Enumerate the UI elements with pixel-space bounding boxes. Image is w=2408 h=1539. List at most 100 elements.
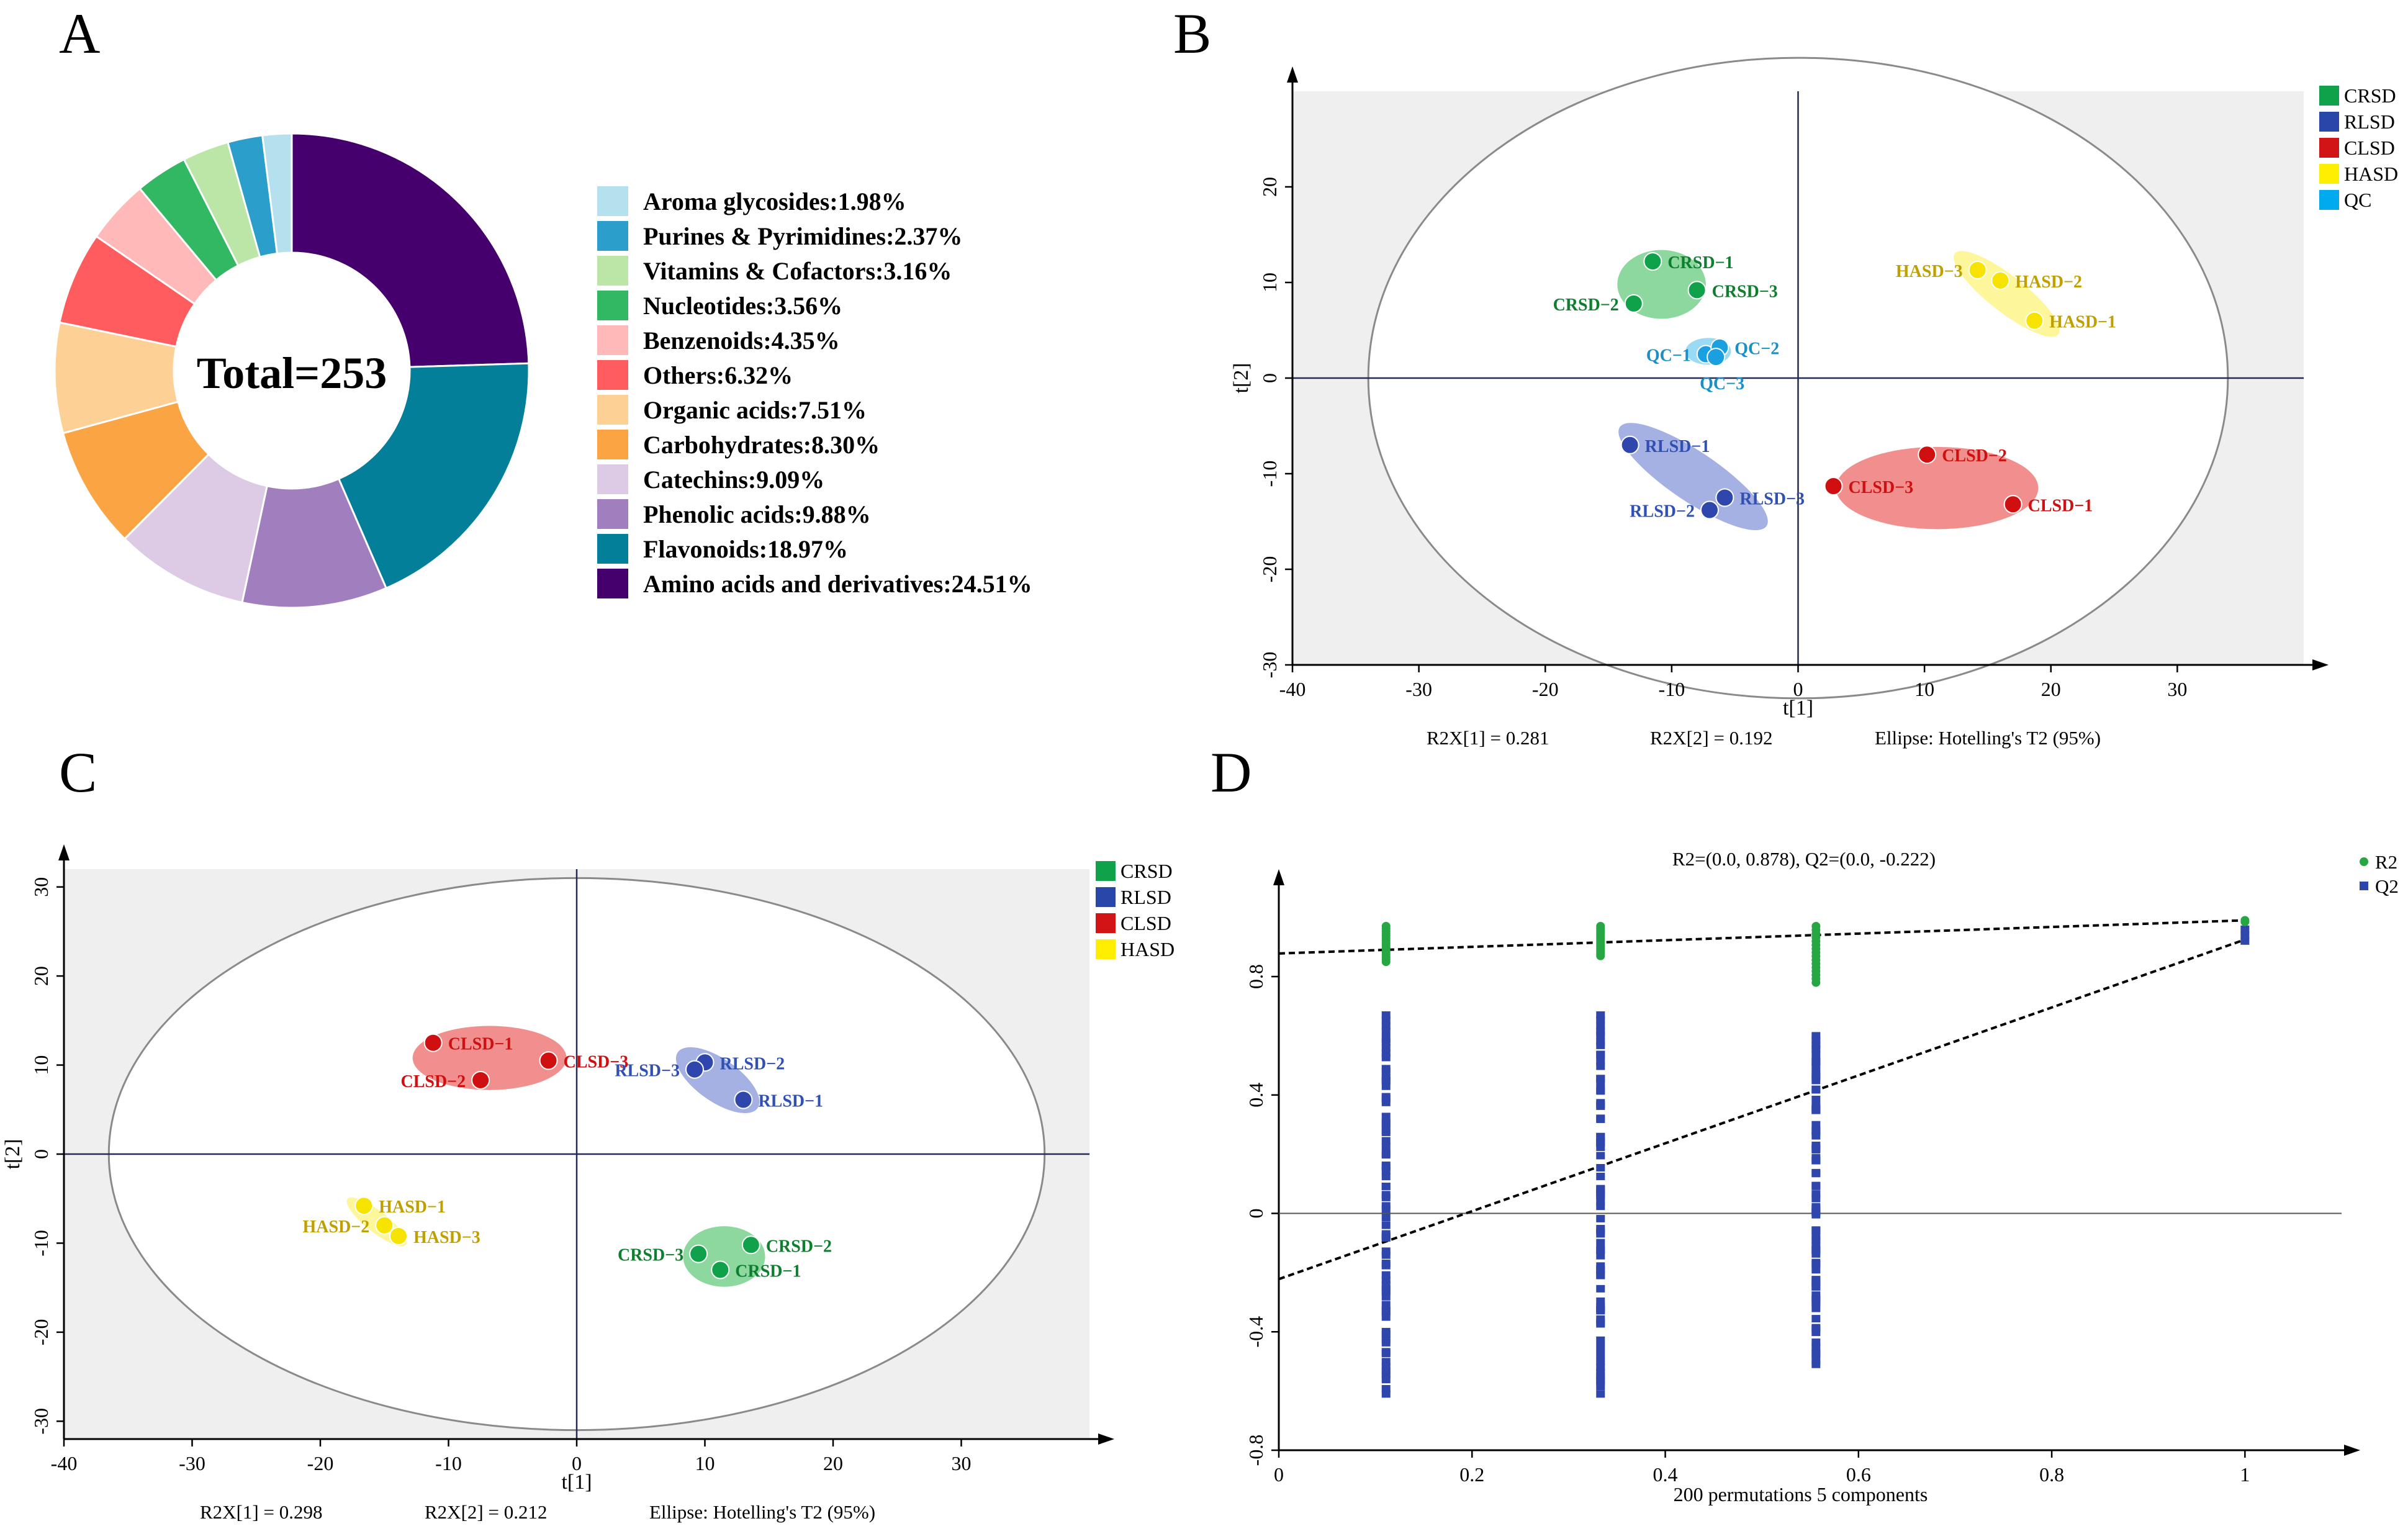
d-q2-point-1-22 <box>1596 1271 1605 1279</box>
donut-legend-swatch-2 <box>597 256 628 286</box>
d-q2-point-1-18 <box>1596 1284 1605 1293</box>
d-q2-point-2-23 <box>1811 1260 1821 1268</box>
b-legend-swatch-qc <box>2319 190 2339 210</box>
b-legend-swatch-hasd <box>2319 164 2339 184</box>
b-x-axis-arrow <box>2312 659 2329 670</box>
d-q2-point-0-16 <box>1381 1306 1391 1314</box>
c-footer-text-3: Ellipse: Hotelling's T2 (95%) <box>649 1501 875 1523</box>
b-legend-swatch-clsd <box>2319 138 2339 158</box>
donut-center-label: Total=253 <box>197 348 387 398</box>
c-x-tick-label: -40 <box>51 1452 78 1474</box>
d-q2-point-0-50 <box>1381 1120 1391 1128</box>
donut-legend-swatch-0 <box>597 186 628 216</box>
d-x-tick-label: 1 <box>2240 1463 2250 1486</box>
panel-label-d: D <box>1211 741 1251 804</box>
d-q2-point-0-26 <box>1381 1259 1391 1267</box>
c-y-tick-label: 0 <box>30 1149 52 1159</box>
c-x-tick-label: -30 <box>179 1452 205 1474</box>
c-point-label-clsd-3: CLSD−3 <box>564 1052 629 1072</box>
b-y-tick-label: -30 <box>1258 652 1281 679</box>
d-q2-point-2-39 <box>1811 1181 1821 1189</box>
c-x-tick-label: 0 <box>572 1452 582 1474</box>
c-y-tick-label: -30 <box>30 1408 52 1435</box>
d-q2-point-1-42 <box>1596 1152 1605 1160</box>
c-point-label-clsd-1: CLSD−1 <box>448 1035 513 1054</box>
b-x-tick-label: -40 <box>1279 678 1306 700</box>
d-title: R2=(0.0, 0.878), Q2=(0.0, -0.222) <box>1672 848 1936 870</box>
d-q2-point-1-41 <box>1596 1172 1605 1180</box>
b-legend-label-hasd: HASD <box>2344 163 2398 185</box>
donut-legend-swatch-11 <box>597 569 628 598</box>
donut-legend-label-9: Phenolic acids:9.88% <box>643 500 871 528</box>
d-q2-point-0-30 <box>1381 1230 1391 1238</box>
d-q2-point-2-29 <box>1811 1233 1821 1241</box>
d-y-tick-label: 0.4 <box>1245 1083 1267 1108</box>
b-point-label-rlsd-3: RLSD−3 <box>1739 490 1805 509</box>
b-point-crsd-1 <box>1643 252 1662 271</box>
donut-slice-1 <box>337 362 530 590</box>
d-legend-label-r2: R2 <box>2375 851 2397 873</box>
c-point-label-hasd-2: HASD−2 <box>303 1217 370 1237</box>
donut-slice-11 <box>261 132 293 255</box>
c-point-crsd-1 <box>711 1260 730 1279</box>
d-q2-point-2-61 <box>1811 1070 1821 1078</box>
b-point-rlsd-3 <box>1715 488 1734 507</box>
d-q2-point-2-62 <box>1811 1064 1821 1072</box>
d-q2-point-1-39 <box>1596 1185 1605 1193</box>
c-y-tick-label: 10 <box>30 1055 52 1075</box>
panel-label-a: A <box>59 2 100 65</box>
d-q2-point-0-43 <box>1381 1163 1391 1171</box>
donut-legend-label-7: Carbohydrates:8.30% <box>643 431 880 459</box>
d-q2-point-1-0 <box>1596 1390 1605 1398</box>
c-x-tick-label: 30 <box>952 1452 972 1474</box>
d-x-tick-label: 0.6 <box>1846 1463 1871 1486</box>
c-y-tick-label: 20 <box>30 966 52 986</box>
b-point-hasd-3 <box>1968 260 1987 279</box>
c-legend-swatch-rlsd <box>1096 887 1116 907</box>
b-point-label-clsd-2: CLSD−2 <box>1942 446 2007 466</box>
d-q2-point-2-37 <box>1811 1194 1821 1203</box>
b-x-tick-label: 30 <box>2167 678 2187 700</box>
b-point-qc-3 <box>1707 348 1726 367</box>
c-x-tick-label: 20 <box>823 1452 843 1474</box>
donut-legend-swatch-4 <box>597 325 628 355</box>
donut-legend-label-11: Amino acids and derivatives:24.51% <box>643 570 1032 598</box>
d-q2-point-1-7 <box>1596 1357 1605 1365</box>
c-y-tick-label: -20 <box>30 1319 52 1346</box>
d-q2-point-0-67 <box>1381 1022 1391 1030</box>
d-q2-point-2-58 <box>1811 1086 1821 1094</box>
d-q2-point-2-44 <box>1811 1153 1821 1162</box>
donut-slice-0 <box>291 132 530 368</box>
b-y-axis-arrow <box>1287 66 1298 83</box>
donut-legend-swatch-7 <box>597 430 628 459</box>
c-legend-label-crsd: CRSD <box>1121 860 1173 882</box>
d-q2-point-0-38 <box>1381 1173 1391 1181</box>
d-q2-point-2-64 <box>1811 1058 1821 1066</box>
c-y-axis-label: t[2] <box>1 1139 24 1169</box>
donut-legend-swatch-9 <box>597 499 628 529</box>
d-r2-point-2-15 <box>1811 921 1821 931</box>
c-x-tick-label: 10 <box>695 1452 715 1474</box>
panel-d-permutation-plot: R2=(0.0, 0.878), Q2=(0.0, -0.222) 0 0.2 0.4… <box>1245 848 2399 1505</box>
b-x-axis-label: t[1] <box>1783 697 1813 720</box>
d-q2-point-0-7 <box>1381 1358 1391 1366</box>
c-x-tick-label: -10 <box>435 1452 462 1474</box>
b-legend-label-crsd: CRSD <box>2344 84 2396 107</box>
d-q2-point-0-44 <box>1381 1142 1391 1150</box>
b-point-label-qc-2: QC−2 <box>1734 340 1779 359</box>
b-legend-swatch-crsd <box>2319 86 2339 106</box>
c-legend-label-hasd: HASD <box>1121 938 1175 960</box>
b-footer-text-3: Ellipse: Hotelling's T2 (95%) <box>1875 727 2101 749</box>
b-y-tick-label: 20 <box>1258 177 1281 197</box>
d-q2-point-1-32 <box>1596 1225 1605 1233</box>
b-point-hasd-2 <box>1991 271 2010 290</box>
c-x-axis-label: t[1] <box>561 1471 592 1494</box>
d-legend-label-q2: Q2 <box>2375 875 2399 897</box>
d-q2-point-2-8 <box>1811 1315 1821 1323</box>
panel-c-score-plot: -40 -30 -20 -10 0 10 20 30 -30 -20 -10 0 10 20 30 t[1] t… <box>1 844 1175 1523</box>
donut-legend-swatch-8 <box>597 464 628 494</box>
d-q2-point-0-11 <box>1381 1335 1391 1343</box>
d-y-tick-label: -0.4 <box>1245 1316 1267 1348</box>
d-q2-point-0-46 <box>1381 1137 1391 1145</box>
b-x-tick-label: 0 <box>1793 678 1803 700</box>
